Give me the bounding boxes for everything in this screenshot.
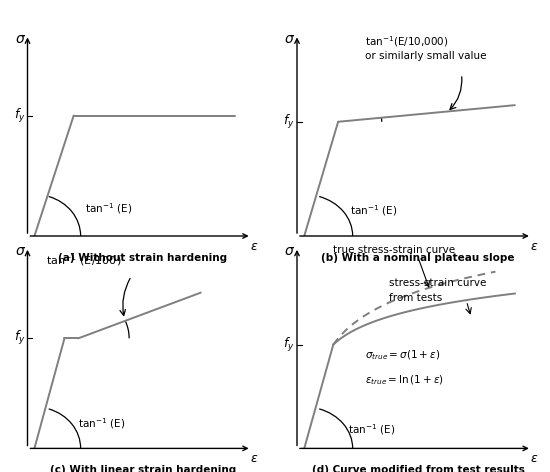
Text: tan$^{-1}$ (E): tan$^{-1}$ (E) xyxy=(348,422,395,437)
Text: $f_y$: $f_y$ xyxy=(283,336,295,354)
Text: tan$^{-1}$ (E): tan$^{-1}$ (E) xyxy=(78,416,125,431)
Text: $f_y$: $f_y$ xyxy=(14,107,25,125)
Text: stress-strain curve: stress-strain curve xyxy=(389,278,486,288)
Text: true stress-strain curve: true stress-strain curve xyxy=(333,245,455,255)
Text: tan$^{-1}$ (E/100): tan$^{-1}$ (E/100) xyxy=(46,251,122,269)
Text: or similarly small value: or similarly small value xyxy=(365,51,486,61)
Text: (d) Curve modified from test results: (d) Curve modified from test results xyxy=(311,465,525,472)
Text: $\sigma$: $\sigma$ xyxy=(15,32,26,46)
Text: $\varepsilon$: $\varepsilon$ xyxy=(250,452,258,465)
Text: $f_y$: $f_y$ xyxy=(283,113,295,131)
Text: tan$^{-1}$ (E): tan$^{-1}$ (E) xyxy=(350,204,397,219)
Text: $\varepsilon_{true}=\ln\left(1+\varepsilon\right)$: $\varepsilon_{true}=\ln\left(1+\varepsil… xyxy=(365,374,443,387)
Text: $\sigma_{true}=\sigma\left(1+\varepsilon\right)$: $\sigma_{true}=\sigma\left(1+\varepsilon… xyxy=(365,349,440,362)
Text: $\varepsilon$: $\varepsilon$ xyxy=(530,240,538,253)
Text: from tests: from tests xyxy=(389,293,442,303)
Text: (a) Without strain hardening: (a) Without strain hardening xyxy=(58,253,228,262)
Text: tan$^{-1}$(E/10,000): tan$^{-1}$(E/10,000) xyxy=(365,34,448,50)
Text: (b) With a nominal plateau slope: (b) With a nominal plateau slope xyxy=(321,253,515,262)
Text: $\sigma$: $\sigma$ xyxy=(15,244,26,258)
Text: tan$^{-1}$ (E): tan$^{-1}$ (E) xyxy=(85,202,133,216)
Text: $\varepsilon$: $\varepsilon$ xyxy=(250,240,258,253)
Text: $\sigma$: $\sigma$ xyxy=(284,32,295,46)
Text: $f_y$: $f_y$ xyxy=(14,329,25,347)
Text: $\varepsilon$: $\varepsilon$ xyxy=(530,452,538,465)
Text: $\sigma$: $\sigma$ xyxy=(284,244,295,258)
Text: (c) With linear strain hardening: (c) With linear strain hardening xyxy=(50,465,236,472)
